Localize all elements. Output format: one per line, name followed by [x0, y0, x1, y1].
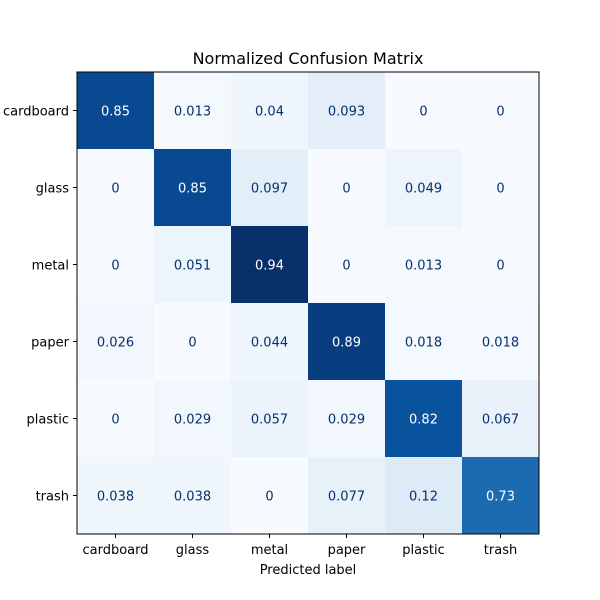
cell-value-label: 0.057	[251, 413, 288, 428]
cell-value-label: 0	[342, 259, 350, 274]
cell-value-label: 0	[419, 105, 427, 120]
heatmap-cell	[77, 226, 155, 304]
x-tick-label: paper	[328, 543, 366, 558]
heatmap-cell	[462, 149, 540, 227]
plot-frame	[76, 71, 540, 535]
cell-value-label: 0.044	[251, 336, 288, 351]
heatmap-cell	[77, 457, 155, 535]
heatmap-cell	[385, 303, 463, 381]
heatmap-cell	[462, 457, 540, 535]
cell-value-label: 0.067	[482, 413, 519, 428]
heatmap-cell	[385, 457, 463, 535]
y-tick-label: paper	[31, 336, 69, 351]
cell-value-label: 0	[496, 182, 504, 197]
cell-value-label: 0.018	[482, 336, 519, 351]
heatmap-cell	[231, 149, 309, 227]
heatmap-cell	[154, 380, 232, 458]
y-tick-label: plastic	[27, 413, 69, 428]
cell-value-label: 0.013	[405, 259, 442, 274]
heatmap-cell	[231, 303, 309, 381]
heatmap-cell	[154, 303, 232, 381]
cell-value-label: 0.093	[328, 105, 365, 120]
chart-title: Normalized Confusion Matrix	[193, 49, 424, 68]
y-axis-ticks: cardboard glass metal paper plastic trash	[3, 105, 77, 505]
heatmap-cell	[231, 226, 309, 304]
heatmap-cell	[308, 72, 386, 150]
cell-value-label: 0.049	[405, 182, 442, 197]
x-tick-label: trash	[484, 543, 517, 558]
heatmap-cell	[231, 72, 309, 150]
heatmap-cell	[462, 303, 540, 381]
cell-value-label: 0	[111, 259, 119, 274]
cell-value-label: 0	[111, 182, 119, 197]
heatmap-cell	[385, 72, 463, 150]
heatmap-cell	[154, 457, 232, 535]
heatmap-cell	[308, 149, 386, 227]
heatmap-cell	[308, 380, 386, 458]
cell-value-label: 0	[265, 490, 273, 505]
cell-value-label: 0.018	[405, 336, 442, 351]
x-tick-label: cardboard	[82, 543, 148, 558]
cell-value-label: 0.82	[409, 413, 438, 428]
heatmap-cell	[308, 226, 386, 304]
cell-value-labels: 0.85 0.013 0.04 0.093 0 0 0 0.85 0.097 0 0.049 0 0 0.…	[97, 105, 519, 505]
heatmap-cell	[77, 72, 155, 150]
x-tick-label: plastic	[402, 543, 444, 558]
x-axis-ticks: cardboard glass metal paper plastic trash	[82, 534, 517, 558]
cell-value-label: 0.04	[255, 105, 284, 120]
heatmap-cell	[154, 226, 232, 304]
heatmap-cells	[77, 72, 540, 535]
heatmap-cell	[77, 380, 155, 458]
heatmap-cell	[385, 226, 463, 304]
x-tick-label: glass	[176, 543, 210, 558]
y-tick-label: metal	[32, 259, 69, 274]
cell-value-label: 0.029	[328, 413, 365, 428]
heatmap-cell	[308, 303, 386, 381]
cell-value-label: 0	[496, 105, 504, 120]
x-axis-label: Predicted label	[260, 563, 357, 578]
cell-value-label: 0.077	[328, 490, 365, 505]
cell-value-label: 0.038	[174, 490, 211, 505]
heatmap-cell	[77, 149, 155, 227]
y-tick-label: glass	[36, 182, 70, 197]
cell-value-label: 0.73	[486, 490, 515, 505]
cell-value-label: 0.097	[251, 182, 288, 197]
heatmap-cell	[462, 72, 540, 150]
cell-value-label: 0.051	[174, 259, 211, 274]
heatmap-cell	[154, 149, 232, 227]
x-tick-label: metal	[251, 543, 288, 558]
heatmap-cell	[385, 149, 463, 227]
heatmap-cell	[308, 457, 386, 535]
heatmap-cell	[77, 303, 155, 381]
cell-value-label: 0.038	[97, 490, 134, 505]
heatmap-cell	[154, 72, 232, 150]
heatmap-cell	[231, 380, 309, 458]
cell-value-label: 0.89	[332, 336, 361, 351]
cell-value-label: 0.026	[97, 336, 134, 351]
heatmap-cell	[231, 457, 309, 535]
cell-value-label: 0.85	[101, 105, 130, 120]
heatmap-cell	[462, 380, 540, 458]
cell-value-label: 0	[111, 413, 119, 428]
heatmap-cell	[385, 380, 463, 458]
y-tick-label: trash	[36, 490, 69, 505]
cell-value-label: 0	[342, 182, 350, 197]
cell-value-label: 0.85	[178, 182, 207, 197]
cell-value-label: 0.12	[409, 490, 438, 505]
cell-value-label: 0	[496, 259, 504, 274]
cell-value-label: 0	[188, 336, 196, 351]
cell-value-label: 0.013	[174, 105, 211, 120]
cell-value-label: 0.029	[174, 413, 211, 428]
cell-value-label: 0.94	[255, 259, 284, 274]
y-tick-label: cardboard	[3, 105, 69, 120]
heatmap-cell	[462, 226, 540, 304]
